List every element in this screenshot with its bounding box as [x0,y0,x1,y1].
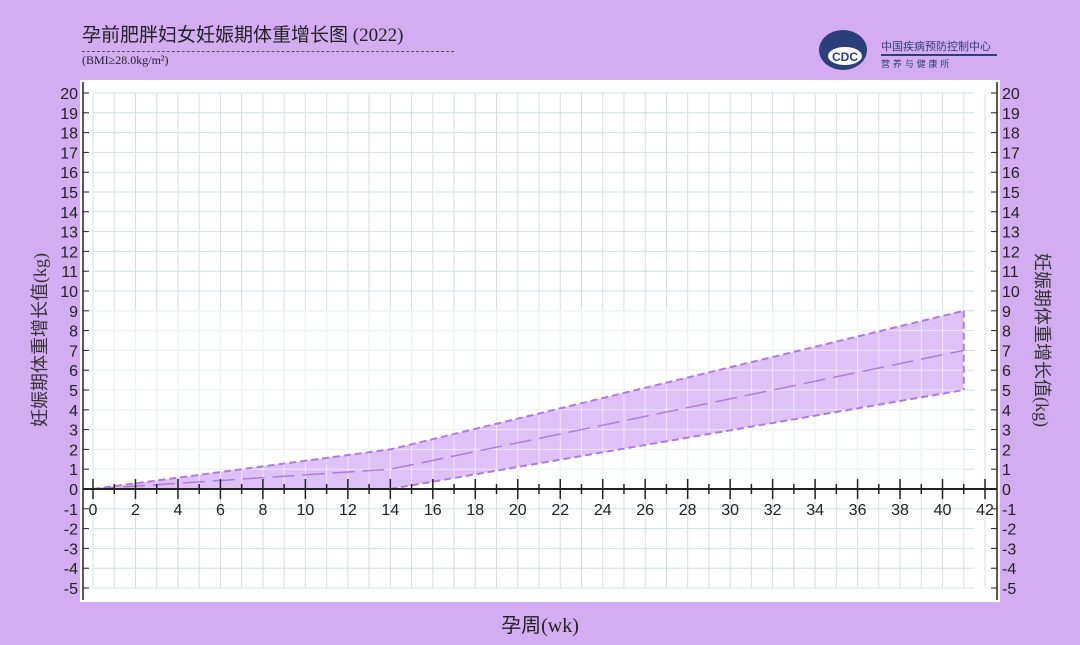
reference-band [93,310,964,489]
y-tick-label-right: 16 [1002,165,1020,182]
y-tick-label-right: 15 [1002,185,1020,202]
y-tick-label-right: 20 [1002,86,1020,103]
y-tick-label-left: 11 [61,264,78,281]
x-tick-label: 12 [339,502,357,519]
y-tick-label-right: 17 [1002,145,1020,162]
y-tick-label-right: 2 [1002,442,1011,459]
chart-title: 孕前肥胖妇女妊娠期体重增长图 (2022) [82,20,454,52]
y-tick-label-left: -2 [64,522,78,539]
x-tick-label: 36 [849,502,867,519]
y-tick-label-right: -1 [1002,502,1016,519]
y-tick-label-left: 5 [69,383,78,400]
svg-text:CDC: CDC [832,50,858,64]
y-tick-label-left: 18 [60,126,78,143]
cdc-logo-oval [828,47,862,65]
y-tick-label-left: 0 [69,482,78,499]
y-tick-label-left: 1 [69,462,78,479]
x-axis-label: 孕周(wk) [501,615,579,637]
x-tick-label: 40 [934,502,952,519]
y-tick-label-right: 9 [1002,304,1011,321]
x-tick-label: 26 [636,502,654,519]
y-tick-label-left: -3 [64,541,78,558]
x-tick-label: 38 [891,502,909,519]
x-tick-label: 0 [89,502,98,519]
y-tick-label-left: 14 [60,205,78,222]
y-tick-label-right: -2 [1002,522,1016,539]
x-tick-label: 8 [258,502,267,519]
x-tick-label: 16 [424,502,442,519]
svg-text:中国疾病预防控制中心: 中国疾病预防控制中心 [881,39,991,53]
y-tick-label-right: 11 [1002,264,1019,281]
x-tick-label: 42 [976,502,994,519]
y-tick-label-left: 7 [69,343,78,360]
x-tick-label: 22 [551,502,569,519]
y-tick-label-left: 6 [69,363,78,380]
y-tick-label-left: 20 [60,86,78,103]
y-tick-label-right: 8 [1002,324,1011,341]
y-tick-label-left: 16 [60,165,78,182]
chart-subtitle: (BMI≥28.0kg/m²) [82,53,169,67]
y-tick-label-left: 12 [60,244,78,261]
y-axis-label-left: 妊娠期体重增长值(kg) [30,253,51,427]
y-tick-label-left: -1 [64,502,78,519]
x-tick-label: 2 [131,502,140,519]
x-tick-label: 18 [466,502,484,519]
y-tick-label-left: -4 [64,561,78,578]
y-tick-label-right: 7 [1002,343,1011,360]
y-tick-label-left: 3 [69,423,78,440]
y-tick-label-left: -5 [64,581,78,598]
y-tick-label-left: 13 [60,225,78,242]
x-tick-label: 10 [296,502,314,519]
y-tick-label-left: 15 [60,185,78,202]
y-tick-label-right: 10 [1002,284,1020,301]
x-tick-label: 32 [764,502,782,519]
y-tick-label-left: 17 [60,145,78,162]
x-tick-label: 20 [509,502,527,519]
x-tick-label: 34 [806,502,824,519]
svg-text:营 养 与 健 康 所: 营 养 与 健 康 所 [881,58,949,70]
y-tick-label-right: 0 [1002,482,1011,499]
y-tick-label-right: 6 [1002,363,1011,380]
x-tick-label: 14 [381,502,399,519]
y-tick-label-right: -3 [1002,541,1016,558]
y-tick-label-right: 1 [1002,462,1011,479]
y-tick-label-left: 8 [69,324,78,341]
y-tick-label-right: 12 [1002,244,1020,261]
y-tick-label-right: 3 [1002,423,1011,440]
y-tick-label-right: -5 [1002,581,1016,598]
y-axis-label-right: 妊娠期体重增长值(kg) [1031,253,1052,427]
y-tick-label-left: 10 [60,284,78,301]
x-tick-label: 28 [679,502,697,519]
upper-limit-line [92,309,964,490]
y-tick-label-left: 19 [60,106,78,123]
y-tick-label-left: 4 [69,403,78,420]
y-tick-label-right: 5 [1002,383,1011,400]
y-tick-label-right: 18 [1002,126,1020,143]
y-tick-label-right: -4 [1002,561,1016,578]
y-tick-label-right: 4 [1002,403,1011,420]
y-tick-label-right: 19 [1002,106,1020,123]
x-tick-label: 6 [216,502,225,519]
x-tick-label: 4 [173,502,182,519]
x-tick-label: 30 [721,502,739,519]
y-tick-label-left: 2 [69,442,78,459]
y-tick-label-left: 9 [69,304,78,321]
median-line [92,349,964,490]
y-tick-label-right: 13 [1002,225,1020,242]
cdc-logo: CDC 中国疾病预防控制中心 营 养 与 健 康 所 [819,30,997,70]
x-tick-label: 24 [594,502,612,519]
y-tick-label-right: 14 [1002,205,1020,222]
